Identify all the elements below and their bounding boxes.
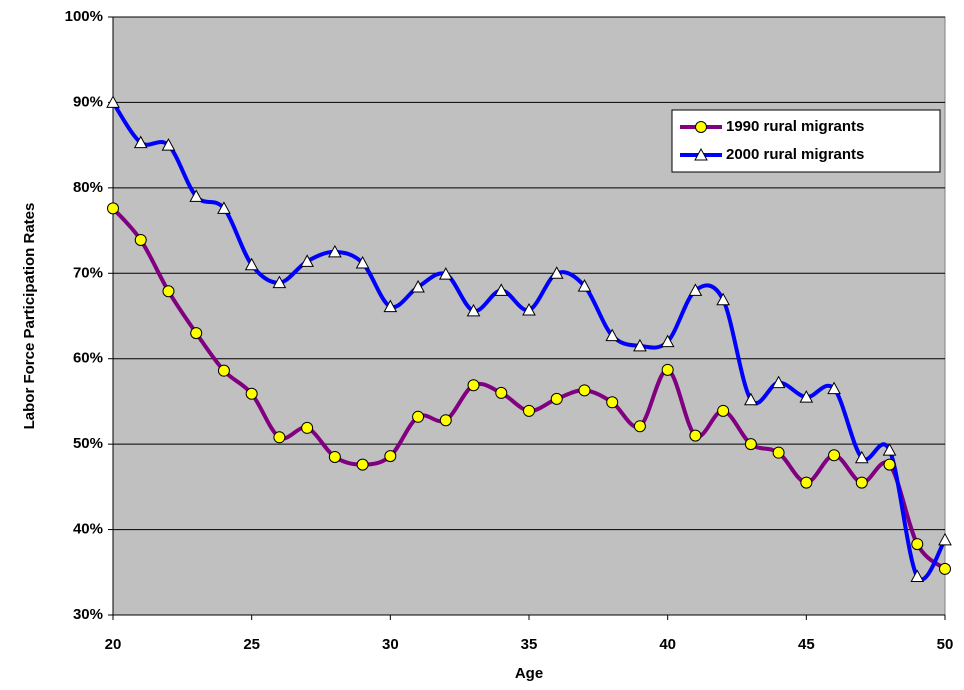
marker	[467, 379, 480, 392]
y-tick-label: 100%	[65, 8, 103, 25]
marker	[273, 431, 286, 444]
marker	[495, 386, 508, 399]
marker	[633, 420, 646, 433]
x-tick-label: 30	[382, 636, 399, 653]
marker	[217, 201, 231, 214]
marker	[633, 338, 647, 352]
marker	[827, 381, 841, 395]
marker	[717, 404, 730, 417]
marker	[384, 450, 397, 463]
y-tick-label: 40%	[73, 521, 103, 538]
marker	[134, 233, 147, 246]
marker	[605, 328, 620, 342]
legend-box	[671, 109, 941, 173]
marker	[660, 334, 675, 348]
marker	[828, 449, 841, 462]
marker	[301, 421, 314, 434]
marker	[695, 121, 707, 133]
marker	[882, 443, 897, 456]
marker	[383, 299, 398, 313]
y-tick-label: 30%	[73, 606, 103, 623]
marker	[106, 95, 120, 108]
marker	[107, 202, 119, 215]
marker	[189, 189, 204, 202]
marker	[133, 135, 148, 149]
x-axis-label: Age	[515, 665, 543, 682]
legend-label: 2000 rural migrants	[726, 146, 864, 163]
y-tick-label: 80%	[73, 179, 103, 196]
y-axis-label: Labor Force Participation Rates	[21, 203, 38, 430]
marker	[466, 303, 481, 317]
x-tick-label: 40	[659, 636, 676, 653]
marker	[550, 392, 563, 405]
marker	[744, 392, 758, 406]
marker	[162, 285, 175, 298]
y-tick-label: 90%	[73, 93, 103, 110]
marker	[938, 532, 952, 546]
marker	[939, 562, 951, 575]
x-tick-label: 45	[798, 636, 815, 653]
marker	[771, 375, 786, 389]
marker	[688, 283, 703, 296]
marker	[578, 384, 591, 397]
legend: 1990 rural migrants 2000 rural migrants	[671, 109, 941, 173]
marker	[577, 279, 592, 292]
marker	[412, 410, 425, 423]
marker	[855, 476, 868, 489]
marker	[910, 569, 925, 583]
x-tick-label: 50	[937, 636, 954, 653]
marker	[883, 458, 896, 471]
legend-label: 1990 rural migrants	[726, 118, 864, 135]
marker	[328, 244, 342, 258]
marker	[606, 396, 619, 409]
marker	[245, 387, 258, 400]
marker	[411, 279, 425, 293]
marker	[744, 438, 757, 451]
marker	[328, 450, 341, 463]
marker	[190, 327, 203, 340]
marker	[661, 363, 674, 376]
marker	[439, 414, 452, 427]
marker	[272, 275, 287, 289]
marker	[300, 254, 314, 267]
marker	[716, 292, 730, 306]
marker	[244, 257, 259, 271]
y-tick-label: 70%	[73, 264, 103, 281]
marker	[438, 267, 453, 280]
marker	[549, 266, 564, 279]
marker	[356, 458, 369, 471]
y-tick-label: 60%	[73, 350, 103, 367]
marker	[522, 302, 536, 316]
marker	[217, 364, 230, 377]
x-tick-label: 35	[521, 636, 538, 653]
marker	[161, 138, 176, 151]
marker	[694, 147, 708, 161]
marker	[355, 255, 370, 269]
marker	[911, 538, 924, 551]
x-tick-label: 20	[105, 636, 122, 653]
marker	[800, 476, 813, 489]
marker	[523, 404, 535, 417]
marker	[854, 450, 869, 464]
plot-area	[112, 16, 946, 616]
marker	[689, 429, 702, 442]
y-tick-label: 50%	[73, 435, 103, 452]
marker	[772, 446, 785, 459]
x-tick-label: 25	[243, 636, 260, 653]
marker	[799, 390, 814, 403]
marker	[494, 283, 509, 296]
